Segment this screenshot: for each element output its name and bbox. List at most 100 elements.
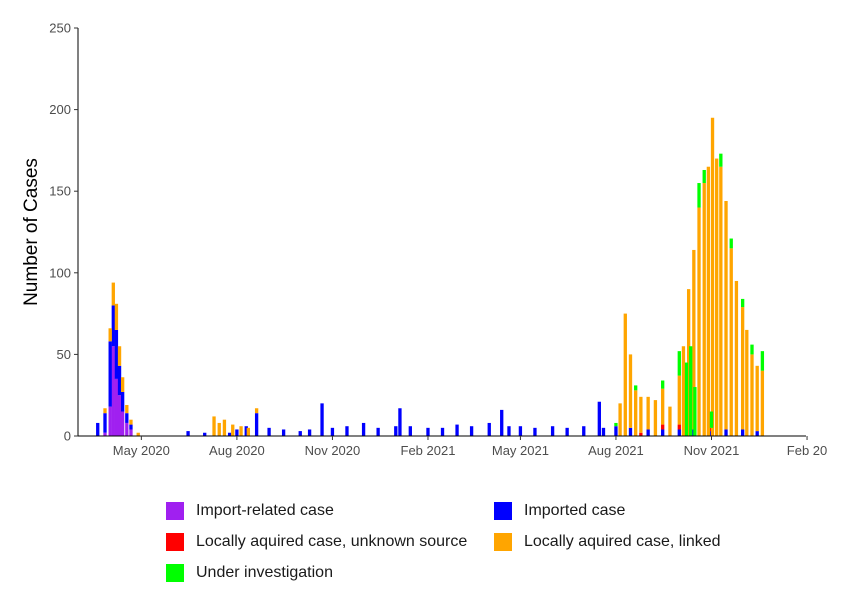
bar-imported [601,427,606,436]
bar-imported [203,432,207,436]
legend-item-local-linked: Locally aquired case, linked [494,533,721,551]
bar-local_linked [117,346,122,366]
bar-under_investigation [693,387,697,436]
y-tick-label: 200 [49,102,71,117]
bar-local_linked [702,183,706,436]
bar-local_linked [681,346,686,436]
bar-import_related [103,432,107,436]
bar-imported [120,391,125,412]
bar-imported [408,426,412,436]
legend-item-local-unknown: Locally aquired case, unknown source [166,533,467,551]
bar-local_linked [646,396,650,430]
bar-imported [582,426,586,436]
bar-local_linked [254,408,259,414]
bar-local_linked [231,424,235,436]
bar-local_linked [108,328,112,342]
bar-local_linked [114,303,119,330]
bar-imported [518,426,523,436]
y-tick-label: 100 [49,265,71,280]
bar-imported [254,413,259,436]
x-tick-label: May 2020 [113,443,170,458]
bar-local_unknown [639,432,643,436]
bar-imported [298,431,302,436]
bar-under_investigation [760,351,765,371]
bar-imported [507,426,511,436]
bar-import_related [129,429,133,436]
bar-import_related [108,406,112,436]
bar-local_linked [217,422,221,436]
bar-imported [361,422,366,436]
bar-local_linked [661,388,665,425]
bar-imported [614,426,618,436]
bar-imported [125,413,129,423]
bar-local_linked [222,419,227,436]
bar-imported [455,424,459,436]
legend-swatch-import-related [166,502,184,520]
bar-imported [117,365,122,396]
bar-under_investigation [740,298,745,308]
bar-imported [398,408,402,436]
bar-imported [440,427,445,436]
bar-imported [677,429,681,436]
bar-import_related [125,422,129,436]
bar-imported [469,426,474,436]
bar-local_linked [719,166,723,436]
bar-local_linked [734,280,739,436]
bar-local_linked [677,375,681,425]
bar-local_linked [120,377,125,392]
bar-local_linked [111,282,115,306]
x-ticks: May 2020 Aug 2020 Nov 2020 Feb 2021 May 2021… [113,436,827,458]
bar-imported [487,422,491,436]
legend-swatch-imported [494,502,512,520]
legend-label: Under investigation [196,564,333,581]
y-tick-label: 0 [64,429,71,444]
bar-local_linked [760,370,765,436]
bar-imported [267,427,271,436]
bar-under_investigation [634,385,638,391]
bar-import_related [114,378,119,436]
bar-local_linked [692,249,696,430]
bar-imported [103,413,107,433]
bar-local_linked [740,307,745,430]
bar-local_unknown [661,424,665,430]
legend-item-imported: Imported case [494,502,625,520]
bar-local_linked [729,248,733,436]
bar-local_unknown [677,424,681,430]
bar-imported [281,429,286,436]
legend-swatch-local-linked [494,533,512,551]
bar-local_linked [668,406,672,436]
bar-local_linked [136,432,140,436]
bar-under_investigation [689,346,693,436]
bar-imported [96,422,100,436]
bar-local_linked [697,207,701,436]
bar-imported [565,427,569,436]
y-tick-label: 50 [57,347,71,362]
bar-local_linked [639,396,643,433]
bar-under_investigation [677,351,681,376]
bar-local_linked [212,416,216,436]
bar-imported [307,429,312,436]
legend-item-import-related: Import-related case [166,502,334,520]
bar-local_linked [745,329,749,436]
bar-local_linked [239,426,243,436]
bar-import_related [120,411,125,436]
bar-local_linked [724,200,728,430]
y-axis-title: Number of Cases [21,158,42,306]
bar-under_investigation [684,362,689,436]
bar-imported [244,426,248,436]
bar-under_investigation [729,238,733,249]
bar-under_investigation [702,169,706,184]
x-tick-label: Nov 2021 [684,443,740,458]
bar-imported [597,401,601,436]
bar-imported [724,429,728,436]
legend-label: Imported case [524,502,626,519]
y-tick-label: 250 [49,21,71,36]
bar-under_investigation [661,380,665,389]
bar-local_linked [129,419,133,425]
bar-import_related [111,346,115,436]
legend-item-under-investigation: Under investigation [166,564,333,582]
legend-swatch-local-unknown [166,533,184,551]
x-tick-label: Nov 2020 [305,443,361,458]
bar-imported [114,329,119,379]
bar-local_linked [103,408,107,414]
